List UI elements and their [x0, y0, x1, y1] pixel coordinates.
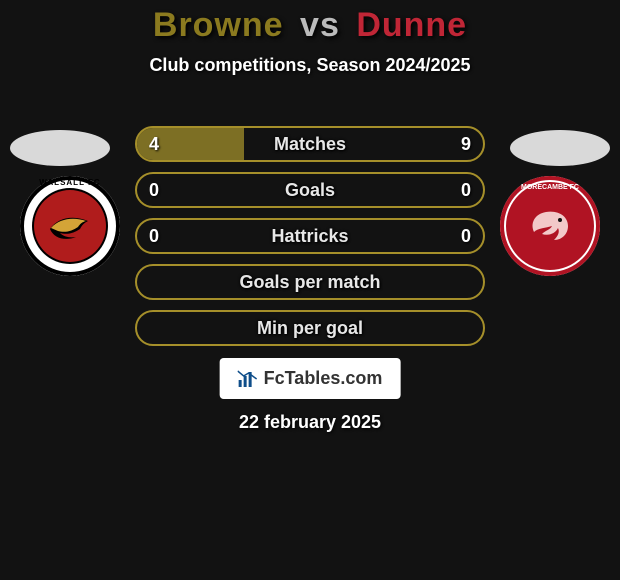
brand-text: FcTables.com: [264, 368, 383, 389]
walsall-badge: WALSALL FC: [20, 176, 120, 276]
stat-label: Hattricks: [271, 226, 348, 247]
stat-value-right: 0: [461, 226, 471, 247]
stat-bar: Hattricks 0 0: [135, 218, 485, 254]
stat-value-right: 9: [461, 134, 471, 155]
subtitle-text: Club competitions, Season 2024/2025: [0, 55, 620, 76]
club-badge-left: WALSALL FC: [20, 176, 120, 276]
stat-label: Goals per match: [239, 272, 380, 293]
morecambe-badge-text: MORECAMBE FC: [500, 184, 600, 191]
stat-bar: Min per goal: [135, 310, 485, 346]
stat-value-right: 0: [461, 180, 471, 201]
player1-name: Browne: [153, 6, 284, 44]
player2-name: Dunne: [356, 6, 467, 44]
stat-label: Min per goal: [257, 318, 363, 339]
date-text: 22 february 2025: [0, 412, 620, 433]
stat-value-left: 0: [149, 180, 159, 201]
stat-value-left: 4: [149, 134, 159, 155]
player1-avatar-placeholder: [10, 130, 110, 166]
stat-bar: Matches 4 9: [135, 126, 485, 162]
shrimp-icon: [524, 202, 576, 250]
stat-label: Matches: [274, 134, 346, 155]
morecambe-badge: MORECAMBE FC: [500, 176, 600, 276]
card-root: Browne vs Dunne Club competitions, Seaso…: [0, 6, 620, 580]
brand-box[interactable]: FcTables.com: [220, 358, 401, 399]
comparison-title: Browne vs Dunne: [0, 6, 620, 45]
stat-value-left: 0: [149, 226, 159, 247]
walsall-badge-text: WALSALL FC: [20, 178, 120, 187]
vs-text: vs: [300, 6, 340, 44]
bar-chart-icon: [238, 370, 258, 388]
stat-bar: Goals 0 0: [135, 172, 485, 208]
player2-avatar-placeholder: [510, 130, 610, 166]
stat-bar: Goals per match: [135, 264, 485, 300]
stat-bars: Matches 4 9 Goals 0 0 Hattricks 0 0 Goals per mat…: [135, 126, 485, 356]
swift-icon: [48, 211, 92, 241]
club-badge-right: MORECAMBE FC: [500, 176, 600, 276]
stat-label: Goals: [285, 180, 335, 201]
